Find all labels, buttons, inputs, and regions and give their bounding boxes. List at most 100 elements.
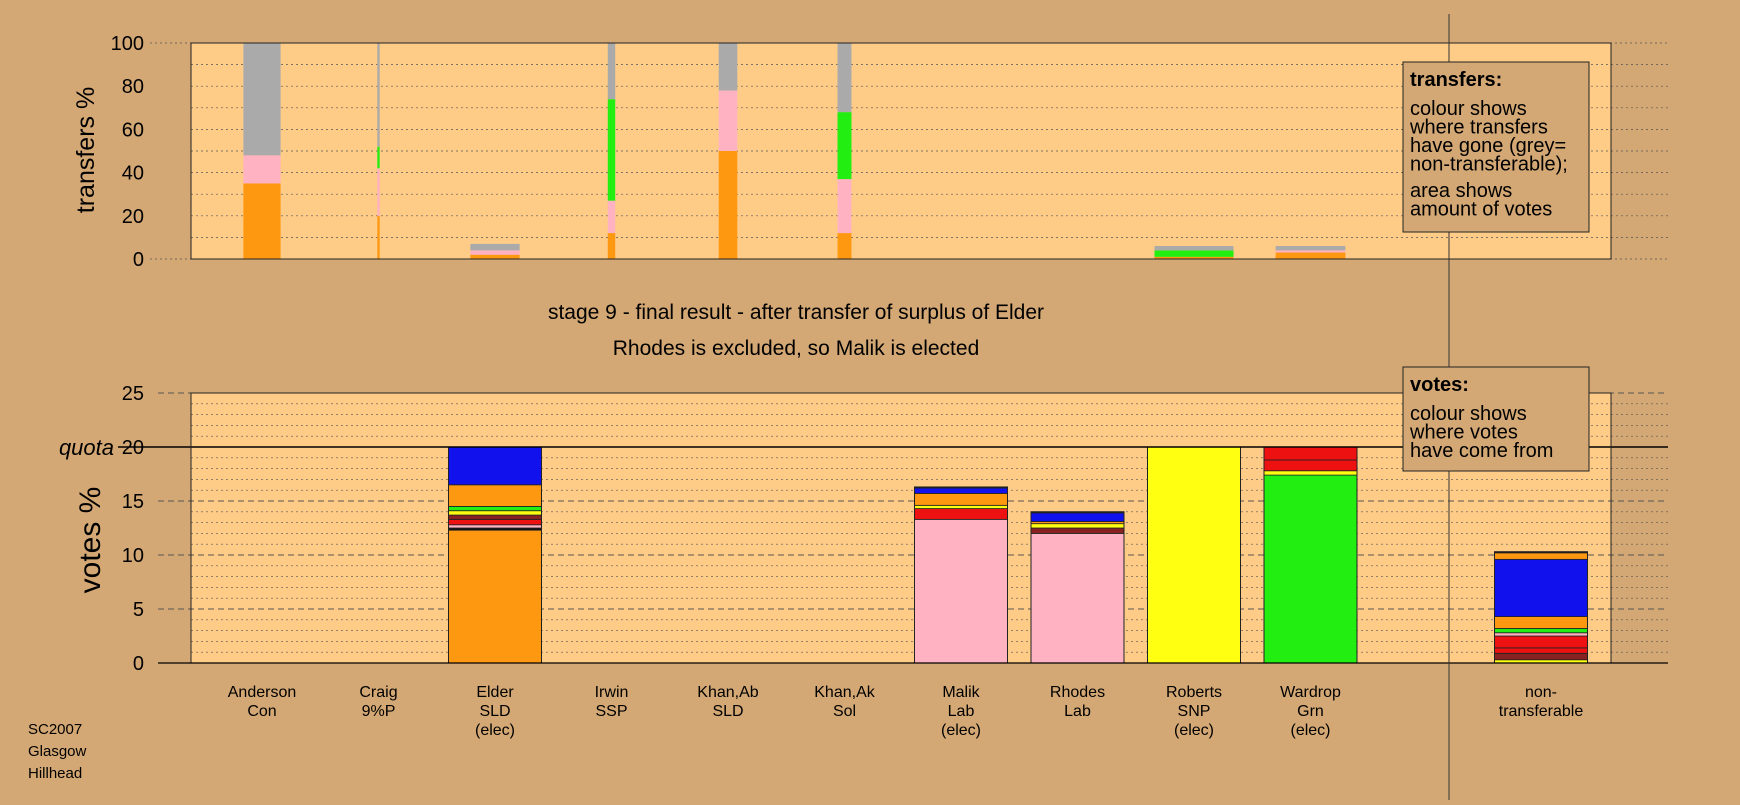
candidate-label: Khan,Ab SLD [697,684,758,720]
candidate-label: Wardrop Grn (elec) [1280,684,1341,739]
vote-bar-segment [448,446,542,486]
candidate-label-line: (elec) [941,722,981,739]
transfers-note-line: have gone (grey= [1410,135,1566,157]
transfer-bar-segment [470,254,520,259]
transfers-note-line: colour shows [1410,98,1527,120]
candidate-label-line: (elec) [475,722,515,739]
transfer-bar-segment [243,43,281,156]
transfer-bar-segment [377,146,380,169]
transfer-bar-segment [837,112,852,180]
candidate-label-line: 9%P [362,703,396,720]
candidate-label-line: Craig [359,684,397,701]
vote-bar-segment [1494,635,1588,649]
vote-bar-segment [1263,470,1358,476]
candidate-label-line: SSP [595,703,627,720]
vote-bar-segment [1494,632,1588,637]
votes-note-line: colour shows [1410,403,1527,425]
transfer-bar-segment [377,215,380,259]
transfer-bar-segment [377,43,380,147]
vote-bar-segment [1263,459,1358,472]
vote-bar-segment [1494,628,1588,634]
transfer-bar-segment [718,90,738,151]
transfer-bar-segment [1275,246,1346,251]
candidate-label-line: Lab [1064,703,1091,720]
votes-y-axis-label: votes % [74,487,107,594]
candidate-label-line: SLD [479,703,510,720]
transfers-y-tick: 100 [111,33,144,55]
transfer-bar-segment [607,200,616,234]
footer-line: Hillhead [28,765,82,782]
vote-bar-segment [448,518,542,526]
candidate-label-line: (elec) [1174,722,1214,739]
transfer-bar-segment [837,233,852,259]
candidate-label: Anderson Con [228,684,297,720]
transfer-bar-segment [243,183,281,259]
votes-y-tick: 0 [133,653,144,675]
transfer-bar-segment [837,179,852,234]
vote-bar-segment [914,504,1008,509]
candidate-label: Craig 9%P [359,684,397,720]
transfers-y-tick: 80 [122,76,144,98]
transfers-note-line: area shows [1410,180,1512,202]
candidate-label: Roberts SNP (elec) [1166,684,1222,739]
candidate-label-line: SNP [1178,703,1211,720]
candidate-label-line: (elec) [1290,722,1330,739]
vote-bar-segment [1030,527,1125,534]
transfer-bar-segment [837,43,852,113]
vote-bar-segment [1494,652,1588,661]
votes-note-title: votes: [1410,374,1469,396]
transfer-bar-segment [470,250,520,255]
transfer-bar-segment [1154,256,1234,259]
candidate-label-line: Rhodes [1050,684,1105,701]
vote-bar-segment [1030,523,1125,529]
candidate-label-line: Malik [942,684,980,701]
vote-bar-segment [1147,446,1241,664]
vote-bar-segment [914,518,1008,664]
vote-bar-segment [1263,446,1358,461]
vote-bar-segment [448,524,542,529]
candidate-label-line: SLD [712,703,743,720]
quota-label: quota [59,435,114,460]
transfers-y-tick: 60 [122,119,144,141]
vote-bar-segment [448,514,542,520]
vote-bar-segment [1494,552,1588,560]
chart-title: stage 9 - final result - after transfer … [548,301,1044,324]
vote-bar-segment [914,487,1008,494]
transfers-y-axis-label: transfers % [72,87,100,213]
candidate-label-line: non- [1525,684,1557,701]
candidate-label-line: Wardrop [1280,684,1341,701]
footer-line: Glasgow [28,743,87,760]
transfers-note-title: transfers: [1410,69,1502,91]
candidate-label-line: Khan,Ak [814,684,875,701]
transfers-y-tick: 20 [122,206,144,228]
footer-line: SC2007 [28,721,82,738]
transfer-bar-segment [607,99,616,201]
candidate-label-line: Grn [1297,703,1324,720]
vote-bar-segment [1494,616,1588,629]
candidate-label-line: Khan,Ab [697,684,758,701]
transfers-y-tick: 0 [133,249,144,271]
candidate-label: Rhodes Lab [1050,684,1105,720]
transfers-note-line: where transfers [1409,117,1548,139]
vote-bar-segment [1494,558,1588,617]
transfer-bar-segment [607,43,616,100]
votes-note-box [1402,366,1590,472]
vote-bar-segment [914,508,1008,520]
transfer-bar-segment [1154,246,1234,251]
vote-bar-segment [448,505,542,512]
candidate-label-line: Elder [476,684,514,701]
vote-bar-segment [1494,647,1588,654]
transfer-bar-segment [718,43,738,91]
candidate-label: Elder SLD (elec) [475,684,515,739]
vote-bar-segment [448,510,542,516]
votes-y-tick: 15 [122,491,144,513]
transfer-bar-segment [470,243,520,251]
votes-plot-area [191,393,1611,663]
candidate-label-line: Lab [948,703,975,720]
vote-bar-segment [448,529,542,664]
candidate-label-line: transferable [1499,703,1584,720]
transfer-bar-segment [1275,250,1346,253]
transfer-bar-segment [243,155,281,184]
transfers-note-box [1402,61,1590,233]
